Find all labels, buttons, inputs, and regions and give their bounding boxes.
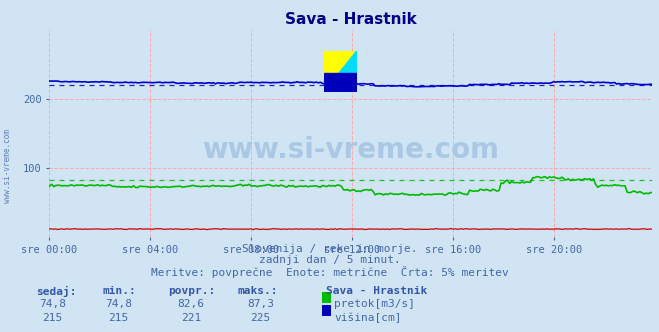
- Polygon shape: [324, 73, 357, 92]
- Text: Meritve: povprečne  Enote: metrične  Črta: 5% meritev: Meritve: povprečne Enote: metrične Črta:…: [151, 266, 508, 278]
- Title: Sava - Hrastnik: Sava - Hrastnik: [285, 12, 416, 27]
- Text: 82,6: 82,6: [178, 299, 204, 309]
- Text: 215: 215: [43, 313, 63, 323]
- Text: 225: 225: [250, 313, 270, 323]
- Polygon shape: [324, 51, 357, 92]
- Text: 74,8: 74,8: [105, 299, 132, 309]
- Text: 74,8: 74,8: [40, 299, 66, 309]
- Text: pretok[m3/s]: pretok[m3/s]: [334, 299, 415, 309]
- Text: 87,3: 87,3: [247, 299, 273, 309]
- Text: min.:: min.:: [102, 286, 136, 296]
- Text: www.si-vreme.com: www.si-vreme.com: [202, 136, 500, 164]
- Text: zadnji dan / 5 minut.: zadnji dan / 5 minut.: [258, 255, 401, 265]
- Text: povpr.:: povpr.:: [168, 286, 215, 296]
- Text: sedaj:: sedaj:: [36, 286, 76, 297]
- Text: maks.:: maks.:: [237, 286, 277, 296]
- Text: 221: 221: [181, 313, 201, 323]
- Text: www.si-vreme.com: www.si-vreme.com: [3, 129, 13, 203]
- Text: 215: 215: [109, 313, 129, 323]
- Polygon shape: [324, 51, 357, 92]
- Text: Sava - Hrastnik: Sava - Hrastnik: [326, 286, 428, 296]
- Text: višina[cm]: višina[cm]: [334, 313, 401, 323]
- Text: Slovenija / reke in morje.: Slovenija / reke in morje.: [242, 244, 417, 254]
